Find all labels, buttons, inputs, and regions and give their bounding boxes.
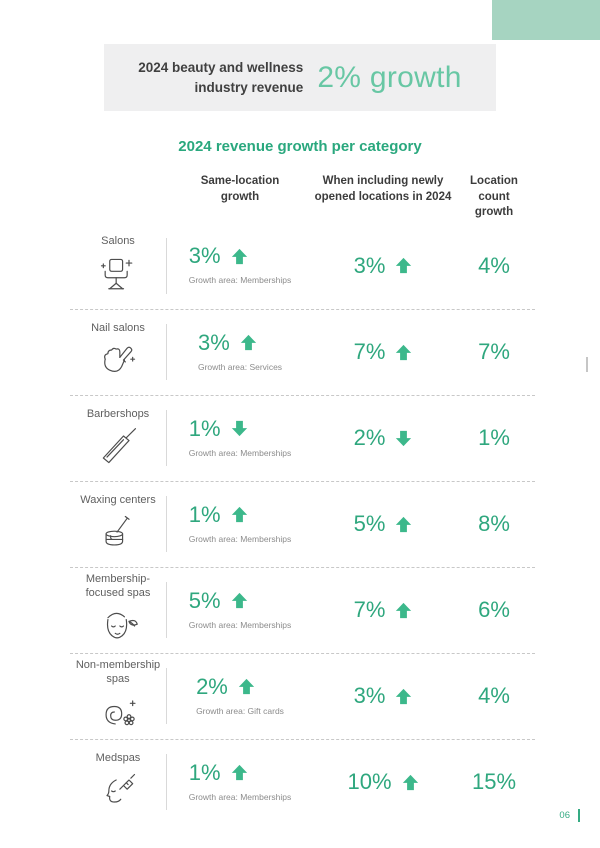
table-row: Salons 3% Growth area (70, 223, 535, 309)
new-locations-value: 2% (353, 425, 386, 451)
location-count-value: 4% (478, 683, 510, 709)
same-location-value: 1% (188, 759, 221, 785)
row-divider (166, 754, 167, 811)
page-number: 06 (559, 810, 570, 821)
wax-pot-icon (96, 511, 140, 555)
new-locations-value: 5% (353, 511, 386, 537)
spa-swirl-flower-icon (96, 690, 140, 734)
column-header-location-count: Location count growth (470, 175, 518, 219)
page-number-divider (578, 809, 580, 822)
same-location-value: 1% (188, 501, 221, 527)
header-banner: 2024 beauty and wellness industry revenu… (104, 44, 496, 111)
new-locations-value: 3% (353, 683, 386, 709)
location-count-value: 15% (471, 769, 517, 795)
location-count-value: 4% (478, 252, 510, 278)
salon-chair-icon (96, 253, 140, 297)
row-divider (166, 496, 167, 553)
page-footer: 06 (559, 809, 580, 822)
column-header-including-new: When including newly opened locations in… (314, 175, 452, 203)
trend-arrow-icon (395, 257, 412, 274)
straight-razor-icon (96, 425, 140, 469)
same-location-value: 1% (188, 415, 221, 441)
same-location-value: 5% (188, 587, 221, 613)
table-row: Barbershops 1% Growth area: Member (70, 394, 535, 481)
row-divider (166, 324, 167, 381)
row-divider (166, 668, 167, 725)
table-row: Medspas 1% (70, 738, 535, 825)
growth-area-caption: Growth area: Memberships (188, 275, 292, 286)
same-location-value: 2% (196, 673, 228, 699)
row-divider (166, 410, 167, 467)
growth-area-caption: Growth area: Memberships (188, 619, 292, 630)
table-header-row: Same-location growth When including newl… (70, 174, 535, 221)
table-row: Non-membership spas 2% (70, 652, 535, 739)
trend-arrow-icon (395, 344, 412, 361)
growth-area-caption: Growth area: Memberships (188, 791, 292, 802)
spa-face-icon (96, 604, 140, 648)
section-title: 2024 revenue growth per category (178, 138, 422, 155)
growth-area-caption: Growth area: Memberships (188, 533, 292, 544)
new-locations-value: 10% (347, 769, 392, 795)
trend-arrow-icon (395, 602, 412, 619)
row-divider (166, 582, 167, 639)
column-header-same-location: Same-location growth (200, 175, 280, 203)
new-locations-value: 7% (353, 597, 386, 623)
growth-area-caption: Growth area: Services (197, 361, 283, 372)
new-locations-value: 7% (353, 339, 386, 365)
trend-arrow-icon (231, 506, 248, 523)
location-count-value: 1% (478, 425, 510, 451)
same-location-value: 3% (197, 329, 230, 355)
category-growth-table: Same-location growth When including newl… (70, 174, 535, 825)
category-label: Barbershops (86, 407, 150, 420)
growth-area-caption: Growth area: Memberships (188, 447, 292, 458)
trend-arrow-icon (395, 688, 412, 705)
category-label: Nail salons (91, 321, 145, 334)
location-count-value: 7% (478, 339, 510, 365)
corner-accent-shape (492, 0, 600, 40)
category-label: Membership- focused spas (85, 572, 151, 600)
table-row: Nail salons 3% Growth (70, 308, 535, 395)
header-title: 2024 beauty and wellness industry revenu… (138, 59, 304, 95)
trend-arrow-icon (231, 420, 248, 437)
page-edge-mark (586, 357, 588, 372)
location-count-value: 6% (478, 597, 510, 623)
new-locations-value: 3% (353, 252, 386, 278)
category-label: Salons (101, 235, 135, 248)
trend-arrow-icon (395, 516, 412, 533)
medspa-syringe-face-icon (96, 769, 140, 813)
trend-arrow-icon (231, 764, 248, 781)
table-row: Waxing centers 1% (70, 480, 535, 567)
trend-arrow-icon (231, 248, 248, 265)
category-label: Medspas (95, 751, 141, 764)
trend-arrow-icon (395, 430, 412, 447)
trend-arrow-icon (402, 774, 419, 791)
row-divider (166, 237, 167, 294)
category-label: Non-membership spas (75, 658, 161, 686)
trend-arrow-icon (238, 678, 255, 695)
location-count-value: 8% (478, 511, 510, 537)
header-growth-highlight: 2% growth (317, 60, 462, 94)
category-label: Waxing centers (80, 493, 156, 506)
growth-area-caption: Growth area: Gift cards (196, 705, 284, 716)
trend-arrow-icon (240, 334, 257, 351)
same-location-value: 3% (188, 243, 221, 269)
trend-arrow-icon (231, 592, 248, 609)
table-row: Membership- focused spas 5% (70, 566, 535, 653)
nail-polish-hand-icon (96, 339, 140, 383)
